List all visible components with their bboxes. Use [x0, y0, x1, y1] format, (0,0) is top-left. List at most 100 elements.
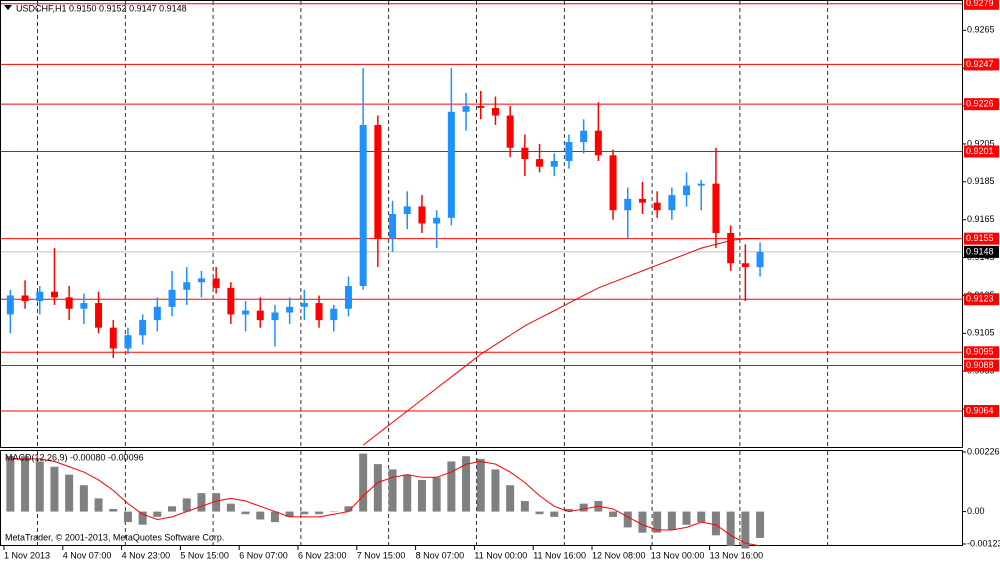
- macd-bar: [256, 511, 265, 520]
- x-tick-label: 1 Nov 2013: [4, 550, 50, 560]
- macd-bar: [564, 508, 573, 512]
- macd-bar: [50, 466, 59, 512]
- candle-body: [403, 206, 411, 215]
- menu-arrow: [4, 5, 12, 10]
- macd-bar: [756, 511, 765, 538]
- candle-body: [95, 303, 103, 328]
- candle-body: [50, 291, 58, 298]
- level-label: 0.9064: [966, 405, 994, 415]
- macd-bar: [388, 469, 397, 512]
- candle-body: [227, 287, 235, 315]
- candle-body: [638, 198, 646, 203]
- candle-body: [433, 217, 441, 224]
- moving-average: [362, 238, 761, 446]
- macd-bar: [300, 511, 309, 515]
- candle-body: [580, 130, 588, 143]
- level-box: [964, 405, 999, 418]
- macd-bar: [35, 461, 44, 512]
- candle-body: [139, 320, 147, 336]
- last-price-box: [964, 245, 999, 258]
- candle-body: [344, 286, 352, 309]
- y-tick-label: -0.00123: [967, 538, 1000, 548]
- candle-body: [80, 303, 88, 309]
- macd-bar: [682, 511, 691, 525]
- level-label: 0.9095: [966, 347, 994, 357]
- level-box: [964, 58, 999, 71]
- candle-body: [168, 289, 176, 307]
- y-tick-label: 0.9205: [967, 138, 995, 148]
- macd-bar: [6, 456, 15, 512]
- macd-bar: [359, 453, 368, 512]
- candle-body: [683, 185, 691, 196]
- y-tick-label: 0.00226: [967, 446, 1000, 456]
- candle-body: [374, 125, 382, 239]
- macd-bar: [109, 508, 118, 512]
- macd-bar: [403, 474, 412, 512]
- candle-body: [242, 310, 250, 315]
- y-tick-label: 0.9265: [967, 25, 995, 35]
- macd-bar: [212, 493, 221, 512]
- level-box: [964, 232, 999, 245]
- candle-body: [550, 160, 558, 167]
- macd-bar: [638, 511, 647, 533]
- candle-body: [418, 206, 426, 224]
- x-tick-label: 6 Nov 23:00: [298, 550, 347, 560]
- level-box: [964, 0, 999, 10]
- macd-bar: [506, 485, 515, 512]
- macd-bar: [344, 506, 353, 512]
- macd-bar: [182, 498, 191, 512]
- x-tick-label: 5 Nov 15:00: [180, 550, 229, 560]
- candle-body: [756, 251, 764, 268]
- candle-body: [6, 295, 14, 315]
- level-label: 0.9155: [966, 233, 994, 243]
- level-box: [964, 293, 999, 306]
- candle-body: [697, 183, 705, 186]
- candle-body: [609, 155, 617, 211]
- macd-bar: [270, 511, 279, 523]
- macd-bar: [432, 477, 441, 512]
- level-label: 0.9247: [966, 59, 994, 69]
- macd-bar: [741, 511, 750, 549]
- macd-bar: [94, 498, 103, 512]
- macd-bar: [535, 511, 544, 515]
- x-tick-label: 6 Nov 07:00: [239, 550, 288, 560]
- macd-bar: [138, 511, 147, 525]
- y-tick-label: 0.00: [967, 506, 985, 516]
- last-price-label: 0.9148: [966, 246, 994, 256]
- level-label: 0.9226: [966, 99, 994, 109]
- macd-bar: [329, 511, 338, 513]
- macd-bar: [168, 506, 177, 512]
- level-box: [964, 98, 999, 111]
- candle-body: [256, 310, 264, 321]
- macd-bar: [726, 511, 735, 546]
- candle-body: [271, 312, 279, 321]
- candle-body: [565, 142, 573, 161]
- macd-bar: [697, 511, 706, 523]
- candle-body: [36, 291, 44, 302]
- macd-bar: [197, 493, 206, 512]
- candle-body: [330, 308, 338, 321]
- macd-bar: [609, 511, 618, 517]
- candle-body: [477, 106, 485, 108]
- candle-body: [506, 115, 514, 148]
- macd-bar: [79, 485, 88, 512]
- candle-body: [109, 327, 117, 349]
- macd-title: MACD(12,26,9) -0.00080 -0.00096: [5, 452, 144, 462]
- candle-body: [594, 130, 602, 156]
- price-title: USDCHF,H1 0.9150 0.9152 0.9147 0.9148: [16, 3, 187, 13]
- macd-bar: [491, 469, 500, 512]
- candle-body: [300, 303, 308, 307]
- y-tick-label: 0.9165: [967, 214, 995, 224]
- candle-body: [536, 159, 544, 167]
- candle-body: [741, 263, 749, 268]
- level-label: 0.9279: [966, 0, 994, 8]
- macd-bar: [241, 511, 250, 515]
- period-separators: [37, 1, 829, 545]
- macd-bar: [153, 511, 162, 517]
- level-label: 0.9088: [966, 360, 994, 370]
- macd-bar: [373, 464, 382, 512]
- macd-bar: [462, 456, 471, 512]
- x-tick-label: 4 Nov 07:00: [63, 550, 112, 560]
